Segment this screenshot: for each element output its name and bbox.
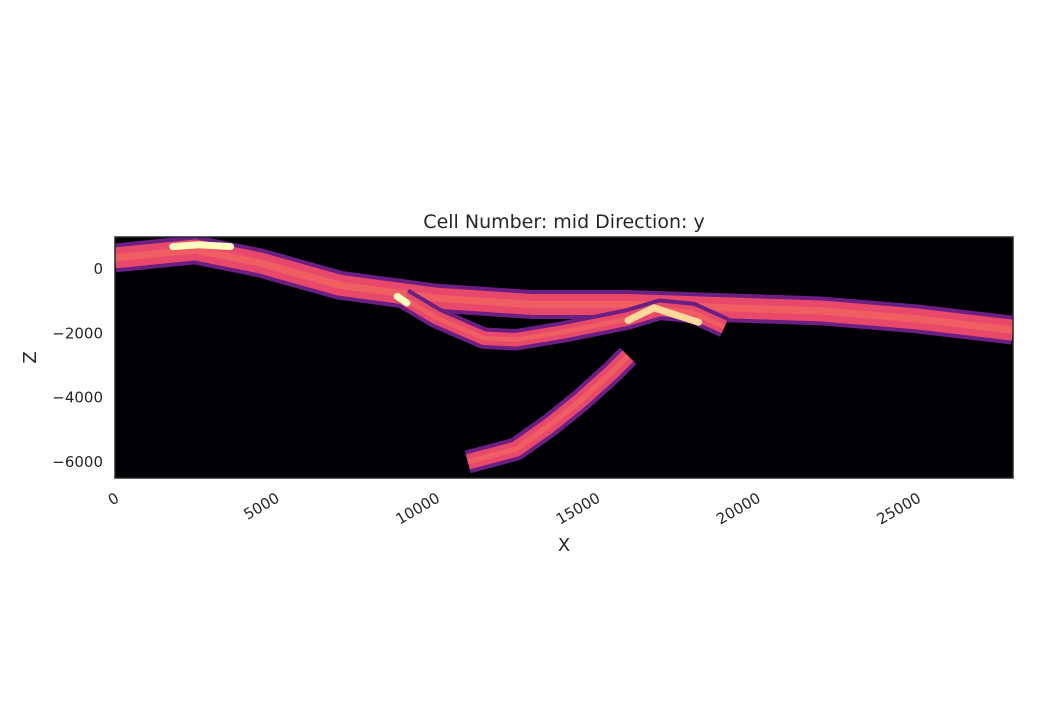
band-core-1 [402, 296, 726, 343]
plot-area [114, 236, 1014, 479]
x-tick-label: 20000 [713, 489, 763, 528]
x-tick-label: 15000 [553, 489, 603, 528]
x-tick-label: 25000 [874, 489, 924, 528]
y-axis-ticks: 0 −2000 −4000 −6000 [52, 260, 103, 471]
y-tick-label: −6000 [52, 453, 103, 471]
highlight-1 [624, 304, 703, 326]
band-core-0 [115, 246, 1013, 334]
highlight-2 [393, 292, 411, 307]
y-tick-label: −2000 [52, 324, 103, 342]
x-axis-label: X [558, 535, 570, 556]
chart-title: Cell Number: mid Direction: y [423, 211, 704, 233]
x-tick-label: 0 [105, 489, 122, 509]
geologic-bands [115, 237, 1013, 474]
x-tick-label: 10000 [393, 489, 443, 528]
y-tick-label: −4000 [52, 389, 103, 407]
highlight-0 [169, 241, 234, 251]
band-core-2 [467, 353, 631, 465]
plot-frame [114, 236, 1014, 479]
x-tick-label: 5000 [240, 489, 282, 524]
y-axis-label: Z [20, 351, 41, 363]
y-tick-label: 0 [93, 260, 103, 278]
x-axis-ticks: 0 5000 10000 15000 20000 25000 [105, 489, 924, 528]
